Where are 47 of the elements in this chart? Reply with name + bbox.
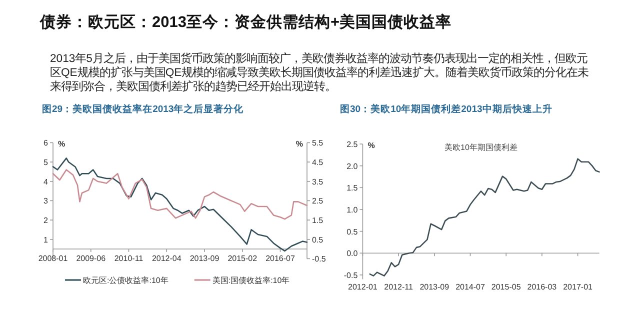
x-tick-label: 2010-11 (114, 254, 144, 264)
x-tick-label: 2012-11 (384, 282, 414, 292)
y-tick-label: 1.0 (346, 205, 358, 214)
x-tick-label: 2016-07 (266, 254, 296, 264)
x-tick-label: 2016-03 (527, 282, 558, 292)
y-axis-title: % (368, 141, 375, 150)
y-tick-label: 4 (44, 177, 49, 186)
y-tick-label: 6 (44, 138, 49, 148)
x-tick-label: 2012-01 (348, 282, 378, 292)
chart-title: 图30：美欧10年期国债利差2013中期后快速上升 (340, 103, 552, 115)
y-tick-label: 0.0 (346, 249, 358, 258)
y2-tick-label: 3.5 (312, 177, 324, 186)
text: 债券：欧元区：2013至今：资金供需结构+美国国债收益率 (40, 12, 452, 33)
y-tick-label: -0.5 (344, 270, 358, 280)
y-axis-title: % (58, 140, 66, 149)
x-tick-label: 2015-02 (228, 254, 258, 264)
legend-label: 美国:国债收益率:10年 (212, 276, 290, 285)
chart-subtitle: 美欧10年期国债利差 (444, 143, 518, 152)
y2-tick-label: 1.5 (312, 216, 324, 226)
y-tick-label: 5 (44, 158, 49, 168)
x-tick-label: 2013-09 (190, 254, 220, 264)
line-series (52, 169, 308, 220)
chart-title: 图29：美欧国债收益率在2013年之后显著分化 (42, 103, 245, 115)
legend-label: 欧元区:公债收益率:10年 (83, 276, 168, 285)
y-tick-label: 0.5 (346, 227, 358, 236)
x-tick-label: 2008-01 (38, 254, 68, 264)
line-series (369, 158, 600, 276)
y-tick-label: 1.5 (346, 184, 358, 193)
y-tick-label: 2.0 (346, 162, 358, 171)
x-tick-label: 2012-04 (152, 254, 182, 264)
y2-tick-label: 4.5 (312, 158, 324, 168)
x-tick-label: 2015-05 (491, 282, 522, 292)
x-tick-label: 2017-01 (563, 282, 594, 292)
y2-tick-label: 5.5 (312, 138, 324, 148)
y-tick-label: 2.5 (346, 140, 358, 149)
x-tick-label: 2014-07 (456, 282, 486, 292)
x-tick-label: 2013-09 (420, 282, 450, 292)
line-series (52, 158, 308, 252)
y-tick-label: 2 (44, 216, 49, 226)
y2-tick-label: -0.5 (312, 254, 326, 264)
y2-axis-title: % (296, 140, 303, 149)
text: 2013年5月之后，由于美国货币政策的影响面较广，美欧债券收益率的波动节奏仍表现出一定的相关性，但欧元区QE规模的扩张与美国QE规模的缩减导致美欧长期国债收益率的利差迅速扩大。随着美欧货币政策的分化在未来得到弥合，美欧国债利差扩张的趋势已经开始出现逆转。 (50, 52, 590, 94)
y-tick-label: 1 (44, 235, 49, 244)
y2-tick-label: 0.5 (312, 235, 324, 244)
y-tick-label: 3 (44, 196, 49, 206)
x-tick-label: 2009-06 (76, 254, 106, 264)
y2-tick-label: 2.5 (312, 196, 324, 206)
